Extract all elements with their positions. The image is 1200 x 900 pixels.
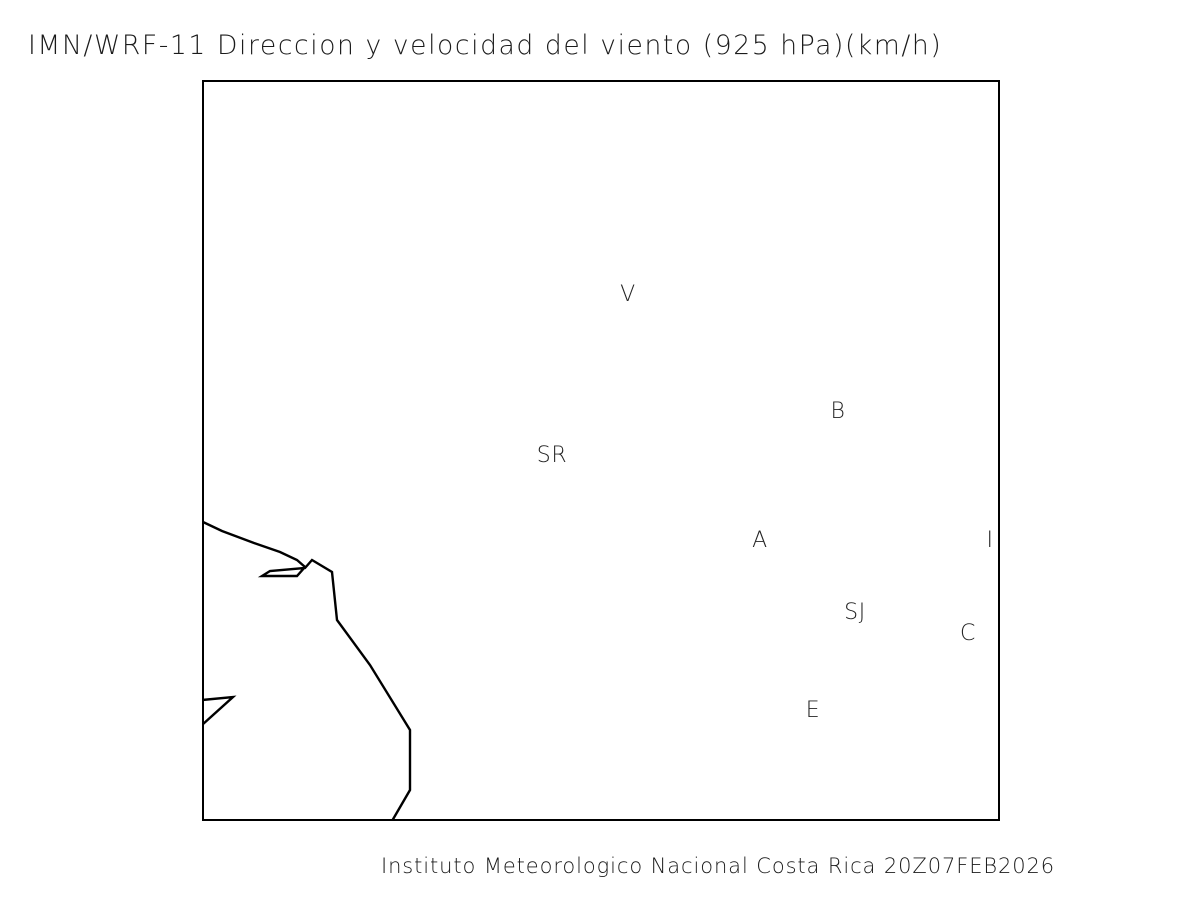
coastline-peninsula: [202, 695, 237, 726]
city-label-sr: SR: [536, 443, 568, 468]
page-title: IMN/WRF-11 Direccion y velocidad del vie…: [28, 30, 943, 61]
city-label-v: V: [620, 282, 636, 307]
map-plot-area: V B SR A I SJ C E: [202, 80, 1000, 821]
city-label-i: I: [986, 528, 994, 553]
city-label-b: B: [830, 399, 846, 424]
coastline-vector-layer: [202, 520, 412, 821]
city-label-a: A: [752, 528, 768, 553]
footer-credit: Instituto Meteorologico Nacional Costa R…: [381, 854, 1056, 878]
coastline-main: [202, 520, 412, 821]
city-label-c: C: [960, 621, 976, 646]
city-label-e: E: [805, 698, 821, 723]
city-label-sj: SJ: [844, 600, 866, 625]
